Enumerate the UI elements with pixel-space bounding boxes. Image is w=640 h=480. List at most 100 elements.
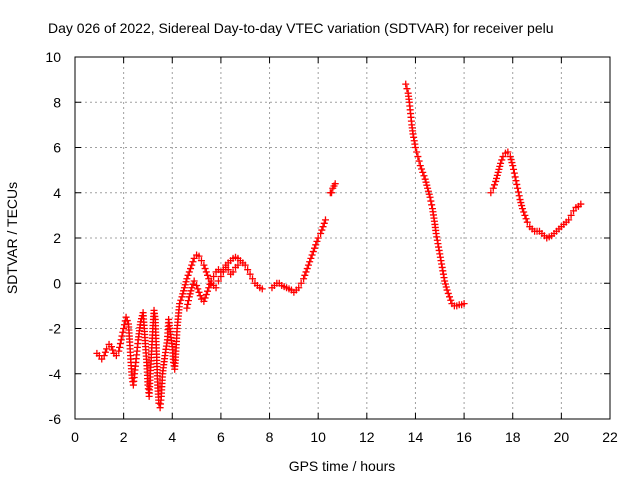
data-point-seg1	[122, 313, 130, 321]
data-point-seg1	[195, 252, 203, 260]
data-point-seg7	[523, 218, 531, 226]
data-point-seg6	[416, 162, 424, 170]
data-point-seg1	[118, 332, 126, 340]
data-point-seg1	[212, 284, 220, 292]
x-tick-label: 20	[554, 429, 570, 445]
grid	[75, 57, 610, 419]
data-point-seg1	[200, 261, 208, 269]
data-point-seg2	[202, 291, 210, 299]
data-point-seg6	[428, 201, 436, 209]
data-point-seg2	[249, 275, 257, 283]
data-point-seg4	[319, 223, 327, 231]
data-point-seg1	[182, 278, 190, 286]
data-point-seg7	[521, 211, 529, 219]
data-point-seg2	[207, 277, 215, 285]
data-point-seg1	[185, 268, 193, 276]
data-point-seg1	[120, 325, 128, 332]
data-point-seg3	[219, 268, 227, 276]
data-point-seg2	[184, 297, 192, 305]
data-point-seg6	[446, 293, 453, 301]
data-point-seg1	[116, 340, 124, 348]
y-axis-label: SDTVAR / TECUs	[4, 182, 20, 294]
data-point-seg2	[187, 287, 195, 295]
data-point-seg3	[234, 261, 242, 269]
data-point-seg1	[188, 261, 196, 269]
data-point-seg4	[318, 226, 326, 234]
data-point-seg1	[184, 271, 192, 279]
data-point-seg6	[441, 277, 449, 285]
data-point-seg6	[402, 80, 410, 88]
data-point-seg7	[508, 159, 516, 167]
data-point-seg7	[496, 162, 504, 170]
data-point-seg7	[522, 215, 530, 223]
data-point-seg4	[320, 219, 328, 227]
data-point-seg2	[241, 261, 249, 269]
data-point-seg2	[196, 292, 204, 300]
x-tick-label: 0	[71, 429, 79, 445]
data-point-seg4	[303, 265, 311, 273]
data-point-seg4	[302, 268, 310, 276]
data-point-seg4	[306, 258, 314, 266]
data-point-seg5	[331, 180, 339, 188]
data-point-seg7	[493, 174, 501, 182]
data-point-seg1	[123, 317, 131, 325]
data-point-seg7	[498, 156, 506, 164]
data-point-seg6	[422, 178, 430, 186]
x-tick-label: 10	[310, 429, 326, 445]
data-point-seg7	[577, 200, 585, 208]
x-axis-label: GPS time / hours	[289, 458, 396, 474]
data-point-seg2	[183, 304, 191, 312]
data-point-seg1	[179, 290, 187, 298]
data-point-seg2	[194, 285, 202, 293]
data-point-seg4	[295, 284, 303, 292]
data-point-seg7	[518, 202, 526, 210]
y-tick-label: -4	[49, 366, 62, 382]
data-point-seg2	[258, 285, 266, 293]
data-point-seg6	[441, 280, 449, 288]
data-point-seg2	[204, 287, 212, 295]
data-point-seg1	[115, 347, 123, 355]
data-point-seg6	[414, 153, 422, 161]
data-point-seg1	[177, 296, 185, 304]
data-point-seg7	[487, 189, 495, 197]
data-point-seg3	[224, 266, 232, 274]
data-point-seg6	[442, 283, 450, 291]
data-point-seg4	[309, 248, 317, 256]
data-point-seg1	[187, 265, 195, 273]
y-tick-label: -2	[49, 321, 62, 337]
data-point-seg2	[186, 290, 194, 298]
data-point-seg1	[189, 258, 197, 266]
data-point-seg7	[514, 184, 522, 192]
data-point-seg1	[112, 352, 120, 360]
data-point-seg6	[443, 286, 451, 294]
data-point-seg6	[411, 144, 419, 151]
data-point-seg1	[109, 346, 117, 354]
data-point-seg2	[206, 280, 214, 288]
data-point-seg1	[119, 328, 127, 336]
data-point-seg2	[188, 284, 196, 292]
data-point-seg7	[515, 192, 523, 200]
data-point-seg7	[510, 165, 518, 173]
y-axis-ticks: -6 -4 -2 0 2 4 6 8 10	[45, 49, 610, 427]
data-point-seg5	[328, 189, 336, 197]
data-point-seg1	[120, 321, 128, 329]
y-tick-label: 8	[53, 94, 61, 110]
data-point-seg1	[202, 268, 210, 276]
data-point-seg7	[504, 148, 512, 156]
data-point-seg1	[100, 352, 108, 360]
x-tick-label: 6	[217, 429, 225, 445]
x-tick-label: 12	[359, 429, 375, 445]
data-point-seg1	[197, 257, 205, 265]
data-point-seg3	[214, 277, 222, 285]
data-point-seg7	[512, 177, 520, 185]
data-point-seg2	[189, 280, 197, 288]
data-point-seg6	[420, 172, 428, 180]
data-point-seg6	[444, 289, 452, 297]
data-point-seg2	[185, 293, 193, 301]
data-point-seg6	[423, 181, 431, 189]
data-point-seg7	[511, 173, 519, 181]
x-tick-label: 18	[505, 429, 521, 445]
data-point-seg7	[565, 216, 573, 224]
y-tick-label: 2	[53, 230, 61, 246]
